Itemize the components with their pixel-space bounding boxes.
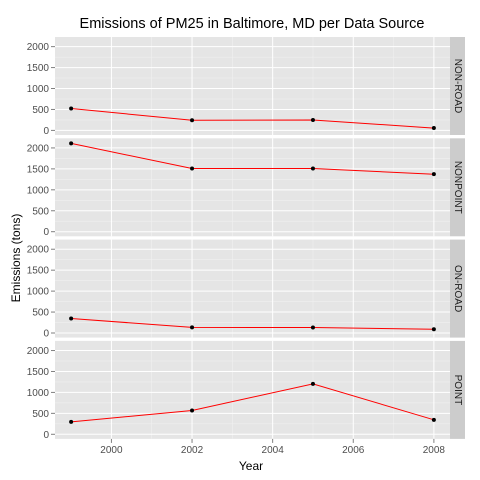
- facet-panels: 0 500 1000 1500 2000 NON-ROAD 0 500 1000 1500 2000…: [27, 37, 465, 441]
- data-point: [190, 408, 195, 413]
- data-point: [310, 117, 315, 122]
- x-tick-label: 2002: [181, 445, 204, 456]
- y-tick-label: 500: [32, 105, 49, 116]
- facet-strip: [450, 37, 465, 135]
- y-tick-label: 1000: [27, 84, 50, 95]
- data-point: [310, 325, 315, 330]
- data-point: [69, 106, 74, 111]
- data-point: [190, 118, 195, 123]
- panel-non-road: 0 500 1000 1500 2000 NON-ROAD: [27, 37, 465, 137]
- panel-background: [55, 239, 450, 338]
- panel-background: [55, 37, 450, 135]
- facet-strip: [450, 138, 465, 237]
- data-point: [69, 316, 74, 321]
- panel-background: [55, 340, 450, 439]
- x-axis-title: Year: [239, 459, 263, 473]
- data-point: [431, 126, 436, 131]
- facet-label-nonpoint: NONPOINT: [452, 161, 463, 214]
- y-tick-label: 1500: [27, 63, 50, 74]
- y-tick-label: 0: [43, 126, 49, 137]
- data-point: [69, 419, 74, 424]
- y-tick-label: 1500: [27, 266, 50, 277]
- y-tick-label: 0: [43, 430, 49, 441]
- facet-label-on-road: ON-ROAD: [452, 265, 463, 312]
- panel-nonpoint: 0 500 1000 1500 2000 NONPOINT: [27, 138, 465, 238]
- y-tick-label: 2000: [27, 143, 50, 154]
- data-point: [310, 381, 315, 386]
- data-point: [69, 141, 74, 146]
- y-tick-label: 1000: [27, 388, 50, 399]
- series-line-nonpoint: [70, 142, 434, 175]
- data-point: [190, 325, 195, 330]
- panel-point: 0 500 1000 1500 2000 POINT: [27, 340, 465, 441]
- data-point: [190, 166, 195, 171]
- y-tick-label: 500: [32, 206, 49, 217]
- y-tick-label: 1500: [27, 164, 50, 175]
- y-tick-label: 500: [32, 308, 49, 319]
- panel-on-road: 0 500 1000 1500 2000 ON-ROAD: [27, 239, 465, 339]
- series-line-on-road: [71, 318, 434, 330]
- data-point: [431, 172, 436, 177]
- y-tick-label: 2000: [27, 346, 50, 357]
- panel-background: [55, 138, 450, 237]
- x-tick-label: 2004: [262, 445, 285, 456]
- y-tick-label: 1000: [27, 287, 50, 298]
- chart-title: Emissions of PM25 in Baltimore, MD per D…: [80, 16, 425, 32]
- x-tick-label: 2006: [342, 445, 365, 456]
- data-point: [431, 417, 436, 422]
- series-line-point: [71, 383, 435, 423]
- y-tick-label: 500: [32, 409, 49, 420]
- y-tick-label: 1000: [27, 185, 50, 196]
- data-point: [310, 166, 315, 171]
- y-tick-label: 0: [43, 227, 49, 238]
- x-tick-label: 2000: [100, 445, 123, 456]
- y-tick-label: 0: [43, 328, 49, 339]
- data-point: [431, 327, 436, 332]
- facet-strip: [450, 340, 465, 439]
- y-tick-label: 1500: [27, 367, 50, 378]
- series-line-non-road: [71, 108, 434, 129]
- y-axis-title: Emissions (tons): [9, 214, 23, 303]
- y-tick-label: 2000: [27, 42, 50, 53]
- facet-label-point: POINT: [452, 375, 463, 406]
- y-tick-label: 2000: [27, 245, 50, 256]
- facet-label-non-road: NON-ROAD: [452, 59, 463, 113]
- x-axis: 2000 2002 2004 2006 2008: [100, 438, 446, 456]
- facet-strip: [450, 239, 465, 338]
- x-tick-label: 2008: [423, 445, 446, 456]
